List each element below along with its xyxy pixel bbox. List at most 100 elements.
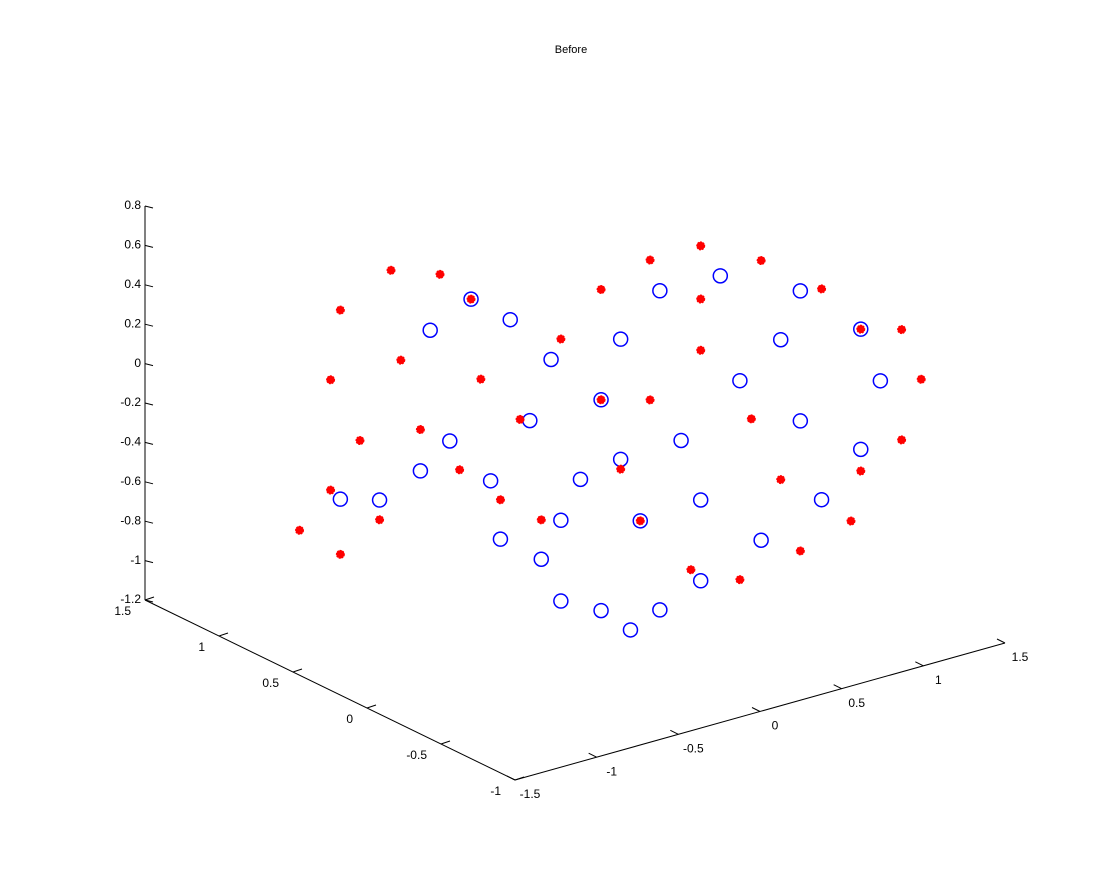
y-tick [292, 668, 303, 673]
z-tick-label: -1.2 [120, 592, 141, 606]
y-tick [366, 704, 377, 709]
point [795, 546, 805, 556]
point [616, 464, 626, 474]
z-tick [144, 560, 154, 564]
point [375, 515, 385, 525]
point [645, 395, 655, 405]
point [732, 372, 748, 389]
point [502, 311, 518, 328]
point [712, 268, 729, 284]
point [371, 492, 388, 508]
point [612, 331, 629, 347]
z-tick [144, 520, 154, 524]
point [916, 374, 926, 384]
y-tick-label: -1 [490, 784, 501, 798]
point [756, 255, 766, 265]
point [495, 495, 505, 505]
x-tick-label: -1.5 [520, 787, 541, 801]
point [652, 602, 668, 618]
point [632, 513, 649, 529]
point [853, 441, 869, 458]
point [435, 269, 445, 279]
point [593, 392, 609, 408]
y-tick-label: 0 [346, 712, 353, 726]
x-tick [588, 752, 597, 758]
y-tick [144, 596, 155, 601]
x-tick [915, 661, 924, 667]
point [515, 414, 525, 424]
z-tick-label: 0.6 [124, 238, 141, 252]
z-tick [144, 363, 154, 367]
point [332, 491, 349, 507]
point [673, 432, 689, 449]
z-tick [144, 205, 154, 209]
z-tick [144, 481, 154, 485]
point [455, 465, 465, 475]
y-tick-label: 0.5 [262, 676, 279, 690]
point [326, 375, 336, 385]
point [856, 324, 866, 334]
z-tick [144, 441, 154, 445]
point [753, 532, 769, 548]
x-tick-label: 1.5 [1012, 650, 1029, 664]
x-tick-label: 0 [772, 719, 779, 733]
point [335, 305, 345, 315]
x-tick [996, 638, 1006, 644]
point [776, 475, 786, 485]
point [696, 294, 706, 304]
z-tick [144, 323, 154, 327]
point [396, 355, 406, 365]
point [326, 485, 336, 495]
point [692, 573, 709, 589]
point [295, 525, 305, 535]
z-tick-label: 0.2 [124, 316, 141, 330]
point [813, 491, 830, 508]
y-tick [218, 632, 229, 637]
y-tick [440, 740, 451, 745]
chart-title: Before [555, 44, 587, 56]
z-tick-label: -1 [130, 553, 141, 567]
point [533, 551, 550, 567]
z-tick [144, 284, 154, 288]
point [872, 373, 889, 389]
y-axis [144, 599, 516, 781]
point [596, 395, 606, 405]
z-tick-label: 0.8 [124, 198, 141, 212]
z-tick [144, 599, 154, 603]
z-tick-label: -0.4 [120, 435, 141, 449]
point [772, 331, 789, 348]
y-tick [514, 776, 525, 781]
point [817, 284, 827, 294]
z-tick-label: -0.2 [120, 395, 141, 409]
x-tick [751, 707, 761, 712]
point [466, 294, 476, 304]
x-tick-label: -1 [606, 764, 617, 778]
point [553, 593, 569, 609]
point [572, 471, 589, 488]
point [735, 575, 745, 585]
z-tick [144, 402, 154, 406]
point [386, 265, 396, 275]
point [853, 321, 869, 337]
point [645, 255, 655, 265]
point [553, 512, 569, 529]
point [593, 602, 609, 619]
y-tick-label: 1.5 [114, 604, 131, 618]
point [846, 516, 856, 526]
point [897, 435, 907, 445]
z-tick-label: -0.6 [120, 474, 141, 488]
point [463, 291, 479, 307]
point [792, 413, 809, 429]
z-tick-label: -0.8 [120, 513, 141, 527]
point [686, 565, 696, 575]
x-tick-label: 0.5 [848, 696, 865, 710]
z-tick-label: 0 [134, 356, 141, 370]
point [476, 374, 486, 384]
point [335, 549, 345, 559]
y-tick-label: 1 [198, 640, 205, 654]
point [442, 433, 458, 449]
point [696, 241, 706, 251]
